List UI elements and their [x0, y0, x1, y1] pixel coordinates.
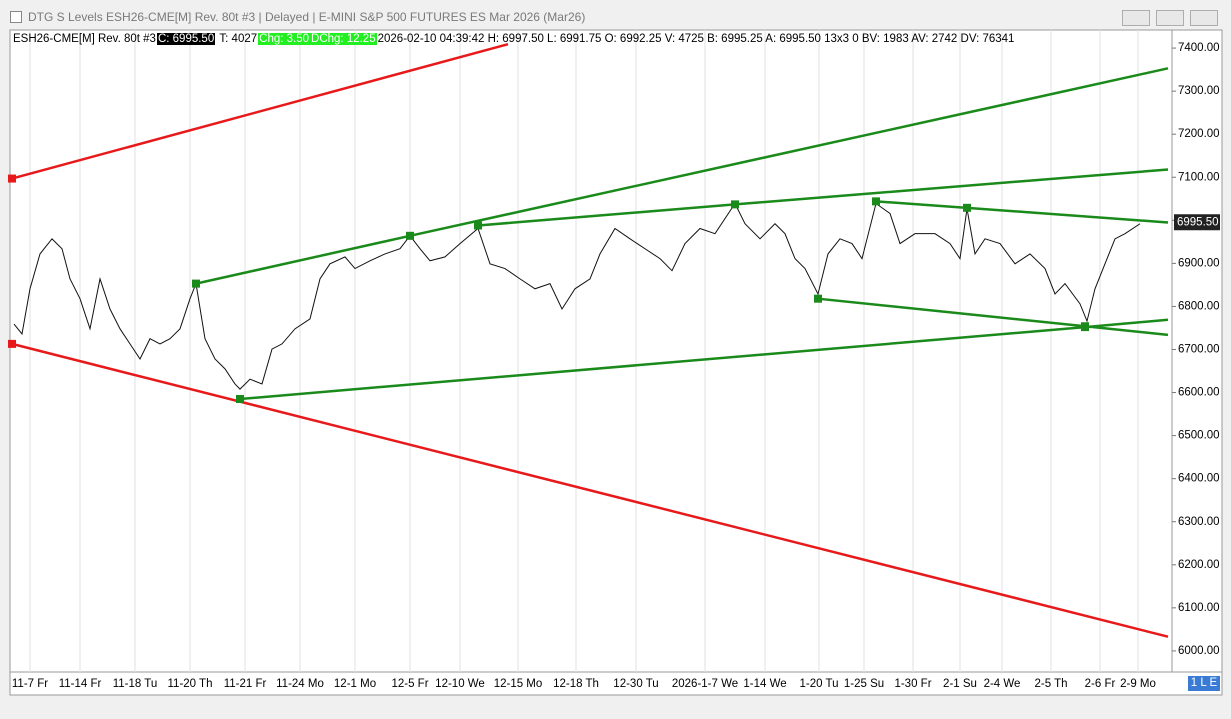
x-tick-label: 11-21 Fr [224, 678, 267, 690]
y-tick-label: 6400.00 [1178, 473, 1220, 485]
y-tick-label: 7100.00 [1178, 171, 1220, 183]
y-tick-label: 6900.00 [1178, 257, 1220, 269]
corner-label[interactable]: 1 L E [1188, 676, 1220, 691]
x-tick-label: 2-4 We [984, 678, 1021, 690]
x-tick-label: 12-30 Tu [613, 678, 658, 690]
y-tick-label: 6700.00 [1178, 344, 1220, 356]
x-tick-label: 12-18 Th [553, 678, 599, 690]
y-tick-label: 7300.00 [1178, 85, 1220, 97]
trend-line [11, 43, 509, 180]
x-tick-label: 11-14 Fr [59, 678, 102, 690]
last-price-label: 6995.50 [1177, 216, 1219, 228]
y-tick-label: 6300.00 [1178, 516, 1220, 528]
x-tick-label: 2-5 Th [1034, 678, 1067, 690]
x-tick-label: 12-10 We [435, 678, 485, 690]
y-tick-label: 6800.00 [1178, 300, 1220, 312]
maximize-button[interactable] [1156, 10, 1184, 26]
y-tick-label: 6500.00 [1178, 430, 1220, 442]
y-tick-label: 6200.00 [1178, 559, 1220, 571]
x-tick-label: 2026-1-7 We [672, 678, 738, 690]
x-tick-label: 1-25 Su [844, 678, 884, 690]
anchor-marker [8, 174, 16, 183]
x-tick-label: 1-14 We [743, 678, 786, 690]
info-bar: ESH26-CME[M] Rev. 80t #3 C: 6995.50 T: 40… [12, 32, 1015, 47]
x-tick-label: 1-30 Fr [894, 678, 931, 690]
x-tick-label: 11-24 Mo [276, 678, 324, 690]
x-tick-label: 12-15 Mo [494, 678, 543, 690]
anchor-marker [406, 231, 414, 240]
x-tick-label: 1-20 Tu [800, 678, 839, 690]
y-tick-label: 6100.00 [1178, 602, 1220, 614]
x-tick-label: 12-1 Mo [334, 678, 376, 690]
window-title: DTG S Levels ESH26-CME[M] Rev. 80t #3 | … [28, 10, 586, 24]
trend-line [11, 342, 1169, 638]
x-tick-label: 11-18 Tu [113, 678, 158, 690]
info-ticks: T: 4027 [219, 33, 258, 45]
chart-frame [9, 29, 1223, 696]
window-icon [10, 11, 22, 23]
x-tick-label: 2-1 Su [943, 678, 977, 690]
anchor-marker [1081, 322, 1089, 331]
anchor-marker [731, 200, 739, 209]
y-tick-label: 7400.00 [1178, 42, 1220, 54]
anchor-marker [814, 294, 822, 303]
anchor-marker [963, 203, 971, 212]
anchor-marker [192, 279, 200, 288]
anchor-marker [236, 395, 244, 404]
info-change: Chg: 3.50 [258, 33, 311, 45]
info-symbol: ESH26-CME[M] Rev. 80t #3 [13, 33, 156, 45]
minimize-button[interactable] [1122, 10, 1150, 26]
y-tick-label: 6600.00 [1178, 387, 1220, 399]
info-close: C: 6995.50 [156, 33, 216, 45]
x-tick-label: 2-9 Mo [1120, 678, 1156, 690]
info-day-change: DChg: 12.25 [310, 33, 377, 45]
price-line [13, 202, 1141, 390]
x-tick-label: 2-6 Fr [1085, 678, 1116, 690]
close-button[interactable] [1190, 10, 1218, 26]
y-tick-label: 6000.00 [1178, 645, 1220, 657]
anchor-marker [872, 197, 880, 206]
y-tick-label: 7200.00 [1178, 128, 1220, 140]
x-tick-label: 12-5 Fr [391, 678, 428, 690]
x-tick-label: 11-7 Fr [12, 678, 48, 690]
x-tick-label: 11-20 Th [168, 678, 213, 690]
last-price-box [1174, 214, 1220, 231]
anchor-marker [8, 339, 16, 348]
info-details: 2026-02-10 04:39:42 H: 6997.50 L: 6991.7… [377, 33, 1015, 45]
anchor-marker [474, 221, 482, 230]
